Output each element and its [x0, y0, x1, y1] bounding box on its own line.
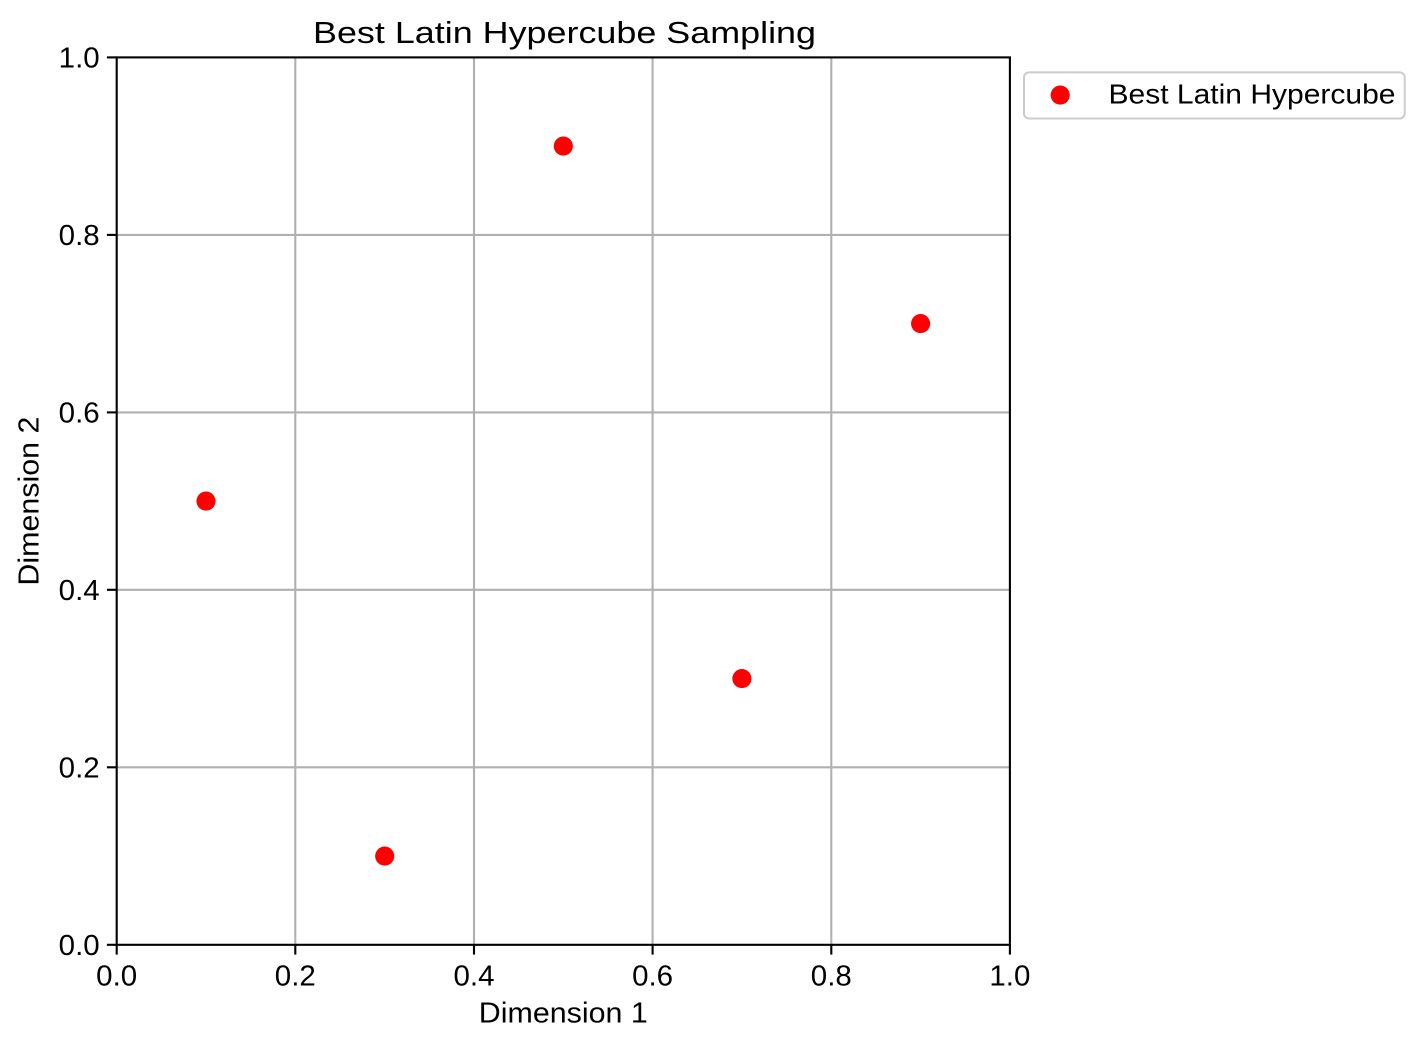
- svg-text:0.6: 0.6: [632, 960, 673, 992]
- svg-text:1.0: 1.0: [989, 960, 1030, 992]
- svg-text:Dimension 2: Dimension 2: [14, 417, 46, 586]
- svg-text:0.4: 0.4: [59, 575, 100, 607]
- svg-text:Best Latin Hypercube Sampling: Best Latin Hypercube Sampling: [313, 15, 816, 50]
- svg-text:0.8: 0.8: [59, 220, 100, 252]
- svg-text:Dimension 1: Dimension 1: [479, 997, 648, 1029]
- svg-text:0.0: 0.0: [96, 960, 137, 992]
- svg-text:0.8: 0.8: [811, 960, 852, 992]
- svg-text:0.6: 0.6: [59, 398, 100, 430]
- svg-text:Best Latin Hypercube: Best Latin Hypercube: [1109, 79, 1396, 110]
- svg-text:0.4: 0.4: [454, 960, 495, 992]
- svg-text:0.0: 0.0: [59, 930, 100, 962]
- svg-text:0.2: 0.2: [275, 960, 316, 992]
- svg-text:0.2: 0.2: [59, 753, 100, 785]
- svg-text:1.0: 1.0: [59, 43, 100, 75]
